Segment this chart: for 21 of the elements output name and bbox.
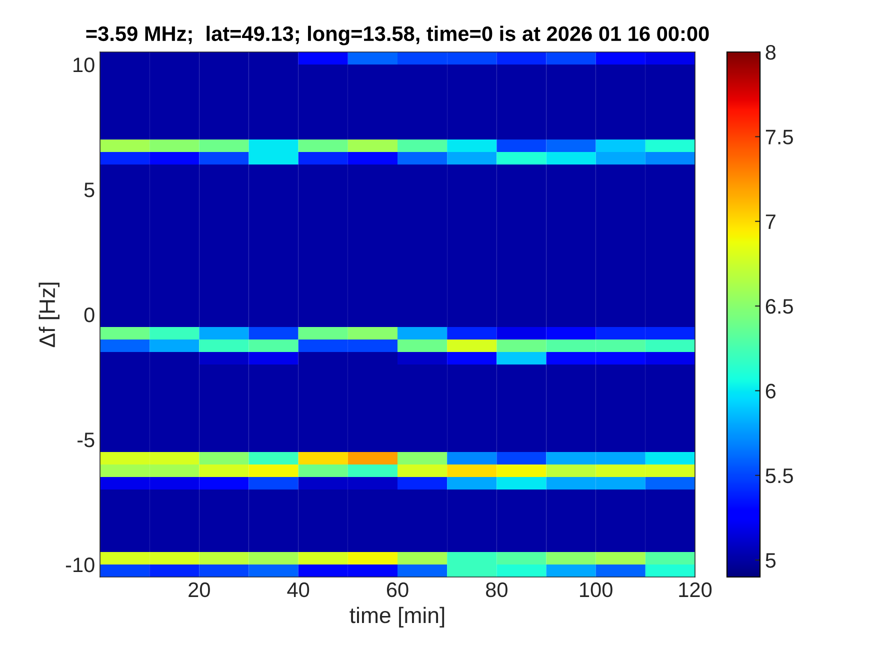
y-tick-label: 5 (84, 182, 94, 198)
color-bar-label: 6.5 (766, 299, 793, 314)
y-tick-label: 10 (74, 58, 94, 72)
color-bar-label: 8 (766, 45, 776, 60)
color-bar-label: 7 (766, 214, 776, 229)
x-tick-label: 100 (580, 582, 612, 598)
color-bar-label: 5 (766, 553, 776, 568)
y-tick-label: 0 (84, 308, 94, 322)
color-bar-label: 7.5 (766, 130, 793, 144)
y-axis-title: Δf [Hz] (38, 282, 60, 348)
chart-title: =3.59 MHz; lat=49.13; long=13.58, time=0 is at 2026 01 16 00:00 (86, 26, 709, 46)
y-tick-label: -10 (66, 558, 94, 572)
x-tick-label: 80 (486, 582, 508, 598)
x-tick-label: 60 (386, 582, 408, 598)
x-axis-title: time [min] (350, 606, 444, 628)
color-bar-label: 6 (766, 384, 776, 398)
y-tick-label: -5 (78, 432, 94, 448)
color-bar-label: 5.5 (766, 468, 793, 484)
x-tick-label: 20 (188, 582, 210, 598)
x-tick-label: 120 (679, 582, 712, 598)
x-tick-label: 40 (287, 582, 310, 598)
